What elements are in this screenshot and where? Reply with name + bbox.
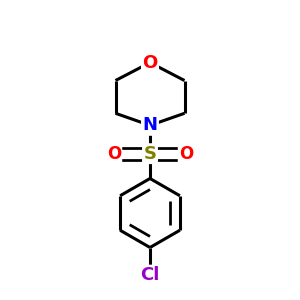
- Text: S: S: [143, 145, 157, 163]
- Text: O: O: [142, 54, 158, 72]
- Text: O: O: [107, 145, 121, 163]
- Text: N: N: [142, 116, 158, 134]
- Text: Cl: Cl: [140, 266, 160, 284]
- Text: O: O: [179, 145, 194, 163]
